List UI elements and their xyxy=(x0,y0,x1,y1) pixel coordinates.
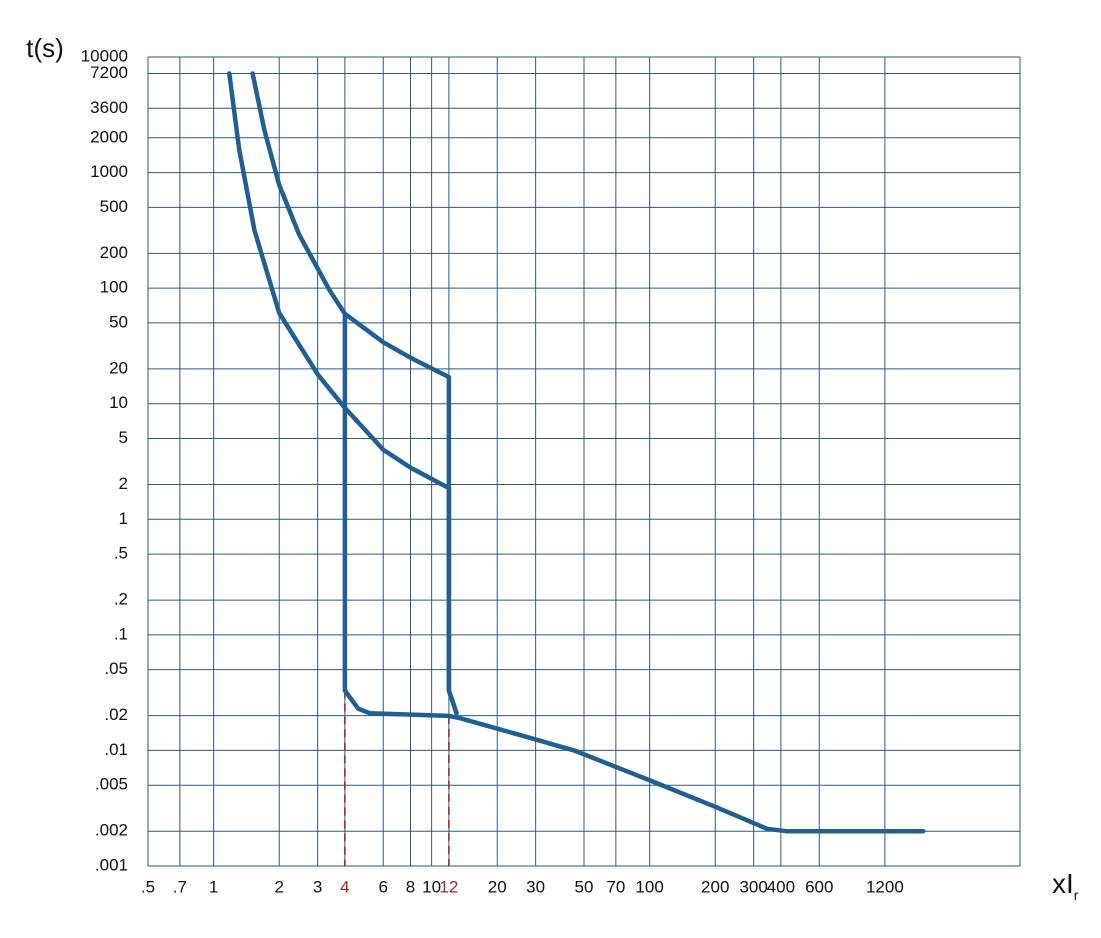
y-tick-label: 5 xyxy=(119,428,128,447)
y-tick-label: .5 xyxy=(114,544,128,563)
y-axis-label: t(s) xyxy=(26,33,64,63)
y-tick-label: .01 xyxy=(104,740,128,759)
x-tick-label: 12 xyxy=(439,877,458,896)
y-tick-label: 500 xyxy=(100,197,128,216)
y-tick-label: .05 xyxy=(104,659,128,678)
x-tick-label: 1200 xyxy=(866,877,904,896)
x-tick-label: 300 xyxy=(739,877,767,896)
y-tick-label: 3600 xyxy=(90,98,128,117)
y-tick-label: 1000 xyxy=(90,162,128,181)
curve xyxy=(250,71,459,716)
x-tick-label: 1 xyxy=(209,877,218,896)
x-tick-label: 10 xyxy=(422,877,441,896)
x-tick-label: 3 xyxy=(313,877,322,896)
y-tick-label: 200 xyxy=(100,243,128,262)
y-tick-label: .002 xyxy=(95,821,128,840)
x-tick-label: 4 xyxy=(340,877,349,896)
x-tick-label: 600 xyxy=(805,877,833,896)
x-axis-label-sub: r xyxy=(1074,887,1079,903)
x-tick-label: 2 xyxy=(275,877,284,896)
x-axis-label-main: xI xyxy=(1052,868,1074,899)
y-tick-label: .005 xyxy=(95,775,128,794)
x-tick-label: .5 xyxy=(141,877,155,896)
y-tick-label: .02 xyxy=(104,705,128,724)
y-tick-label: 50 xyxy=(109,312,128,331)
y-tick-label: .001 xyxy=(95,855,128,874)
x-tick-label: 20 xyxy=(488,877,507,896)
y-tick-label: .2 xyxy=(114,590,128,609)
y-tick-label: .1 xyxy=(114,624,128,643)
x-tick-label: 8 xyxy=(406,877,415,896)
x-tick-label: 200 xyxy=(701,877,729,896)
x-tick-label: 6 xyxy=(379,877,388,896)
y-tick-label: 10 xyxy=(109,393,128,412)
x-tick-label: 100 xyxy=(635,877,663,896)
y-tick-label: 7200 xyxy=(90,63,128,82)
y-tick-label: 2 xyxy=(119,474,128,493)
y-tick-label: 10000 xyxy=(81,46,128,65)
x-tick-label: 70 xyxy=(606,877,625,896)
x-tick-label: 400 xyxy=(767,877,795,896)
x-axis-label: xIr xyxy=(1052,868,1079,902)
curve xyxy=(342,311,926,834)
y-tick-label: 2000 xyxy=(90,127,128,146)
y-tick-label: 1 xyxy=(119,509,128,528)
y-tick-label: 100 xyxy=(100,278,128,297)
x-tick-label: .7 xyxy=(173,877,187,896)
x-tick-label: 50 xyxy=(575,877,594,896)
y-tick-label: 20 xyxy=(109,358,128,377)
x-tick-label: 30 xyxy=(526,877,545,896)
